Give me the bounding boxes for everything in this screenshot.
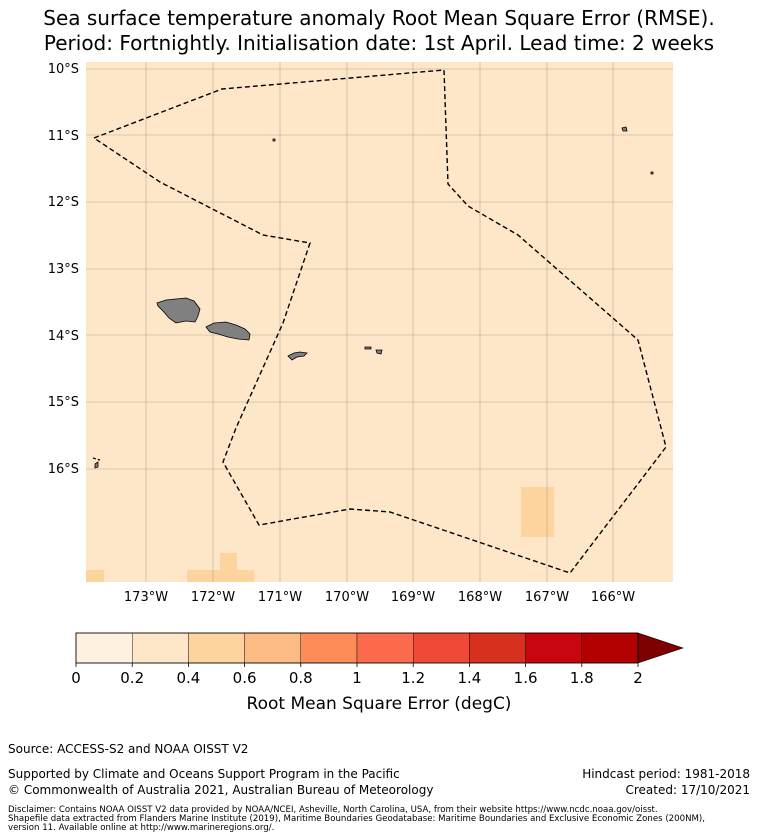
colorbar-bins — [75, 632, 639, 664]
colorbar-bin — [413, 632, 470, 664]
disclaimer-line: Disclaimer: Contains NOAA OISST V2 data … — [8, 805, 658, 815]
ocean-background — [86, 62, 673, 582]
colorbar-tick-label: 0.4 — [176, 669, 200, 687]
map-panel — [86, 62, 673, 582]
map-title-line-2: Period: Fortnightly. Initialisation date… — [43, 31, 715, 55]
colorbar-bin — [75, 632, 133, 664]
lat-label: 12°S — [48, 195, 79, 210]
disclaimer-line: Shapefile data extracted from Flanders M… — [8, 814, 705, 824]
small-island — [94, 461, 99, 469]
created-date: Created: 17/10/2021 — [625, 783, 750, 797]
rmse-cell — [86, 570, 104, 582]
swains-island — [621, 126, 628, 132]
rose-atoll — [650, 171, 654, 175]
manua-islets — [364, 346, 383, 355]
eez-boundary-fragment — [92, 457, 101, 461]
lon-label: 170°W — [325, 590, 369, 605]
source-text: Source: ACCESS-S2 and NOAA OISST V2 — [8, 742, 249, 756]
lon-label: 166°W — [591, 590, 635, 605]
lon-label: 168°W — [458, 590, 502, 605]
tutuila-island — [287, 351, 308, 361]
colorbar-bin — [469, 632, 526, 664]
lon-label: 172°W — [191, 590, 235, 605]
lat-label: 15°S — [48, 395, 79, 410]
colorbar-tick-label: 1.4 — [457, 669, 481, 687]
lon-label: 171°W — [258, 590, 302, 605]
gridlines — [86, 62, 673, 582]
colorbar-extend-arrow — [637, 632, 684, 664]
lon-label: 173°W — [124, 590, 168, 605]
disclaimer: Disclaimer: Contains NOAA OISST V2 data … — [8, 806, 758, 833]
colorbar-tick-label: 0.6 — [233, 669, 257, 687]
colorbar-tick-label: 1 — [352, 669, 362, 687]
lat-label: 11°S — [48, 129, 79, 144]
lon-label: 169°W — [391, 590, 435, 605]
land-masses — [94, 126, 654, 469]
colorbar-tick-label: 1.6 — [514, 669, 538, 687]
hindcast-period: Hindcast period: 1981-2018 — [582, 767, 750, 781]
colorbar-label: Root Mean Square Error (degC) — [247, 694, 512, 714]
colorbar-bin — [525, 632, 582, 664]
colorbar-tick-label: 1.8 — [570, 669, 594, 687]
colorbar-tick-label: 0.8 — [289, 669, 313, 687]
colorbar-tick-label: 0.2 — [120, 669, 144, 687]
savaii-island — [156, 297, 201, 324]
rmse-cell — [521, 487, 554, 537]
copyright-text: © Commonwealth of Australia 2021, Austra… — [8, 783, 434, 797]
support-text: Supported by Climate and Oceans Support … — [8, 767, 400, 781]
rmse-cell — [187, 570, 254, 582]
rmse-cell — [220, 553, 237, 570]
colorbar-tick-label: 0 — [71, 669, 81, 687]
lat-label: 14°S — [48, 329, 79, 344]
colorbar-bin — [244, 632, 302, 664]
lat-label: 16°S — [48, 462, 79, 477]
colorbar-tick-label: 1.2 — [401, 669, 425, 687]
lon-label: 167°W — [525, 590, 569, 605]
lat-label: 10°S — [48, 62, 79, 77]
upolu-island — [205, 321, 251, 341]
colorbar-bin — [581, 632, 639, 664]
colorbar-ticks: 0 0.2 0.4 0.6 0.8 1 1.2 1.4 1.6 1.8 2 — [71, 663, 643, 687]
lon-labels: 173°W 172°W 171°W 170°W 169°W 168°W 167°… — [124, 590, 635, 605]
colorbar-bin — [300, 632, 358, 664]
small-island — [272, 138, 276, 142]
lat-label: 13°S — [48, 262, 79, 277]
disclaimer-line: version 11. Available online at http://w… — [8, 823, 275, 833]
colorbar-tick-label: 2 — [633, 669, 643, 687]
colorbar: 0 0.2 0.4 0.6 0.8 1 1.2 1.4 1.6 1.8 2 Root Mean Sq… — [71, 632, 684, 714]
map-title-line-1: Sea surface temperature anomaly Root Mea… — [43, 6, 715, 30]
colorbar-bin — [188, 632, 245, 664]
lat-labels: 10°S 11°S 12°S 13°S 14°S 15°S 16°S — [48, 62, 79, 477]
colorbar-bin — [131, 632, 189, 664]
colorbar-bin — [356, 632, 414, 664]
eez-boundary — [92, 69, 667, 574]
